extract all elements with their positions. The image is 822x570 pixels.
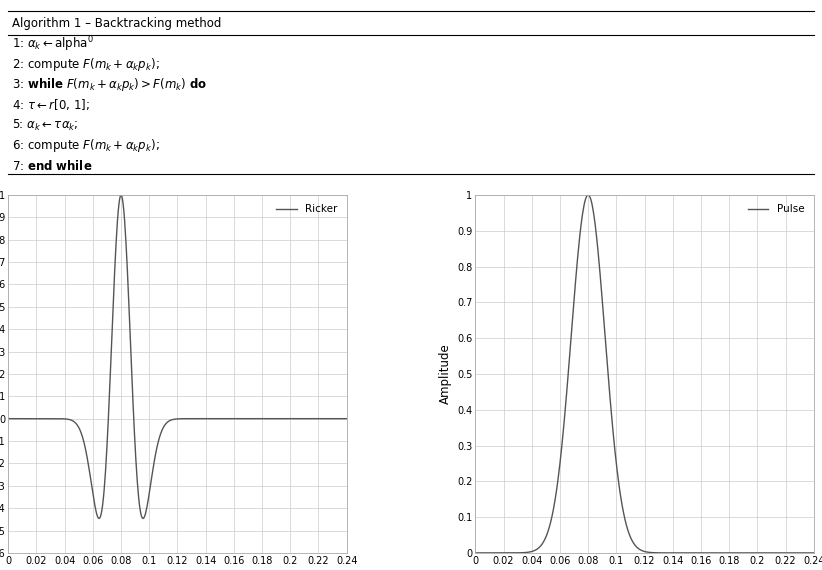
Text: 3: $\mathbf{while}\ F(m_k + \alpha_k p_k) > F(m_k)\ \mathbf{do}$: 3: $\mathbf{while}\ F(m_k + \alpha_k p_k…	[12, 76, 207, 93]
Text: 6: compute $F(m_k + \alpha_k p_k)$;: 6: compute $F(m_k + \alpha_k p_k)$;	[12, 137, 160, 154]
Legend: Ricker: Ricker	[271, 200, 341, 218]
Text: 5: $\alpha_k \leftarrow \tau\alpha_k$;: 5: $\alpha_k \leftarrow \tau\alpha_k$;	[12, 118, 79, 133]
Text: 2: compute $F(m_k + \alpha_k p_k)$;: 2: compute $F(m_k + \alpha_k p_k)$;	[12, 56, 160, 73]
Text: 7: $\mathbf{end\ while}$: 7: $\mathbf{end\ while}$	[12, 159, 93, 173]
Legend: Pulse: Pulse	[743, 200, 809, 218]
Y-axis label: Amplitude: Amplitude	[439, 344, 451, 404]
Text: 4: $\tau \leftarrow r[0,\,1]$;: 4: $\tau \leftarrow r[0,\,1]$;	[12, 97, 90, 112]
Text: Algorithm 1 – Backtracking method: Algorithm 1 – Backtracking method	[12, 17, 222, 30]
Text: 1: $\alpha_k \leftarrow \mathrm{alpha}^0$: 1: $\alpha_k \leftarrow \mathrm{alpha}^0…	[12, 34, 94, 54]
